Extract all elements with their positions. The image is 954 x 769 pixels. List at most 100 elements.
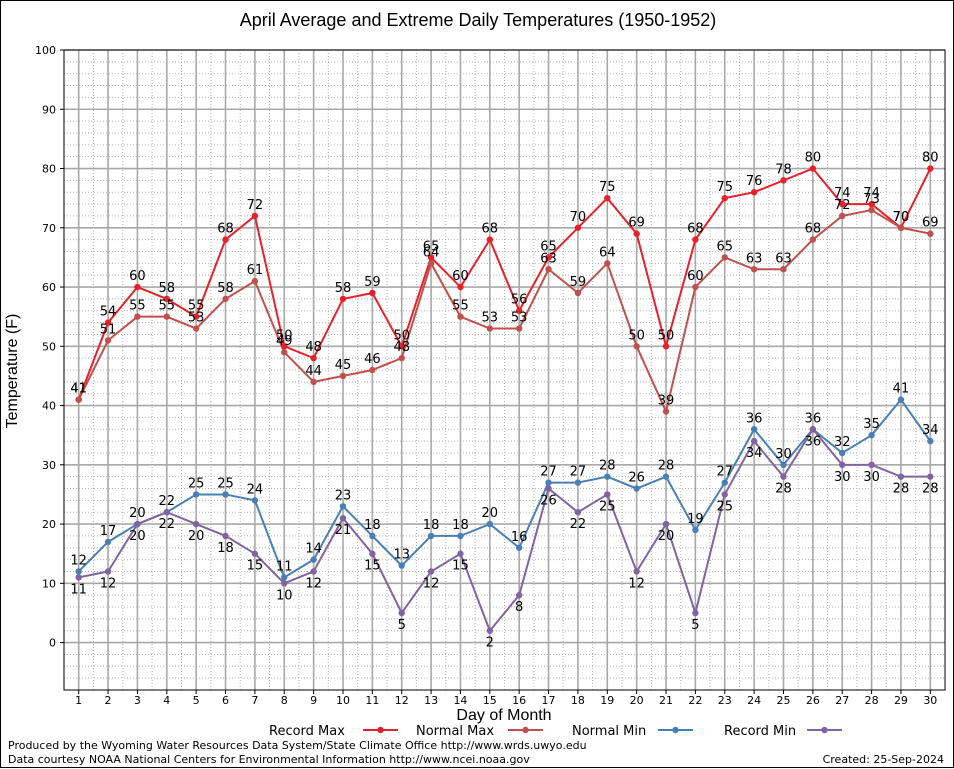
data-point bbox=[897, 396, 905, 403]
y-tick-label: 60 bbox=[42, 281, 56, 294]
created-date: Created: 25-Sep-2024 bbox=[822, 753, 944, 766]
series-line bbox=[77, 208, 931, 415]
data-point bbox=[780, 177, 787, 184]
data-label: 68 bbox=[217, 222, 234, 237]
legend-marker bbox=[377, 726, 384, 734]
x-tick-label: 24 bbox=[747, 694, 761, 707]
data-label: 2 bbox=[486, 636, 494, 651]
data-point bbox=[369, 532, 376, 540]
data-label: 50 bbox=[393, 328, 410, 343]
data-label: 14 bbox=[305, 542, 322, 557]
data-point bbox=[486, 236, 494, 243]
data-label: 53 bbox=[188, 311, 205, 326]
data-point bbox=[809, 236, 817, 243]
data-point bbox=[839, 212, 846, 220]
data-point bbox=[780, 461, 787, 469]
data-point bbox=[515, 591, 523, 599]
data-point bbox=[780, 266, 787, 273]
data-label: 28 bbox=[599, 459, 616, 474]
data-point bbox=[398, 343, 405, 350]
data-label: 20 bbox=[482, 506, 499, 521]
data-label: 24 bbox=[247, 482, 264, 497]
data-label: 26 bbox=[628, 471, 645, 486]
chart-title: April Average and Extreme Daily Temperat… bbox=[239, 10, 717, 30]
y-tick-label: 80 bbox=[42, 163, 56, 176]
data-label: 36 bbox=[805, 434, 822, 449]
data-label: 55 bbox=[129, 299, 146, 314]
data-label: 56 bbox=[511, 293, 528, 308]
data-label: 58 bbox=[159, 281, 176, 296]
data-label: 45 bbox=[335, 358, 352, 373]
data-label: 70 bbox=[570, 210, 587, 225]
data-label: 51 bbox=[100, 322, 117, 337]
data-label: 12 bbox=[70, 553, 87, 568]
x-tick-label: 9 bbox=[310, 694, 317, 707]
x-tick-label: 1 bbox=[75, 694, 82, 707]
data-label: 39 bbox=[658, 393, 675, 408]
data-label: 11 bbox=[276, 559, 293, 574]
data-label: 27 bbox=[570, 465, 587, 480]
data-point bbox=[545, 266, 552, 273]
data-point bbox=[868, 431, 875, 439]
data-point bbox=[574, 224, 582, 231]
data-point bbox=[427, 254, 435, 261]
data-point bbox=[310, 568, 317, 575]
data-point bbox=[545, 479, 552, 486]
data-label: 28 bbox=[775, 482, 792, 497]
data-point bbox=[427, 260, 435, 267]
data-label: 15 bbox=[364, 559, 381, 574]
data-label: 18 bbox=[364, 518, 381, 533]
data-point bbox=[633, 568, 640, 575]
data-point bbox=[486, 325, 494, 332]
data-point bbox=[104, 538, 112, 546]
data-label: 25 bbox=[599, 499, 616, 514]
data-point bbox=[927, 473, 934, 480]
x-tick-label: 16 bbox=[512, 694, 526, 707]
x-tick-label: 7 bbox=[251, 694, 258, 707]
data-label: 22 bbox=[570, 517, 587, 532]
x-tick-label: 14 bbox=[453, 694, 467, 707]
data-point bbox=[750, 426, 758, 433]
data-label: 59 bbox=[570, 275, 587, 290]
data-point bbox=[604, 194, 611, 202]
data-label: 27 bbox=[716, 465, 733, 480]
y-tick-label: 20 bbox=[42, 518, 56, 531]
data-point bbox=[281, 580, 288, 587]
y-tick-label: 30 bbox=[42, 459, 56, 472]
data-point bbox=[868, 200, 875, 208]
legend-marker bbox=[522, 726, 529, 734]
data-label: 41 bbox=[893, 382, 910, 397]
x-tick-label: 4 bbox=[163, 694, 170, 707]
data-point bbox=[134, 313, 141, 320]
data-point bbox=[515, 544, 523, 551]
data-point bbox=[692, 283, 699, 291]
data-label: 28 bbox=[893, 482, 910, 497]
data-label: 41 bbox=[70, 382, 87, 397]
data-label: 27 bbox=[540, 465, 557, 480]
data-label: 72 bbox=[247, 198, 264, 213]
data-label: 46 bbox=[364, 352, 381, 367]
data-point bbox=[222, 532, 229, 540]
data-label: 58 bbox=[335, 281, 352, 296]
legend-label: Normal Max bbox=[416, 724, 494, 739]
data-label: 25 bbox=[716, 499, 733, 514]
data-label: 49 bbox=[276, 334, 293, 349]
data-point bbox=[339, 372, 347, 380]
x-tick-label: 13 bbox=[424, 694, 438, 707]
data-point bbox=[809, 165, 817, 172]
data-point bbox=[398, 609, 405, 617]
x-tick-label: 30 bbox=[923, 694, 937, 707]
data-point bbox=[927, 165, 934, 172]
data-point bbox=[339, 503, 347, 510]
data-label: 53 bbox=[482, 311, 499, 326]
data-point bbox=[369, 366, 376, 374]
data-label: 68 bbox=[687, 222, 704, 237]
x-tick-label: 17 bbox=[542, 694, 556, 707]
data-point bbox=[692, 609, 699, 617]
data-label: 18 bbox=[452, 518, 469, 533]
data-point bbox=[927, 230, 934, 237]
data-point bbox=[457, 283, 464, 291]
data-label: 22 bbox=[159, 517, 176, 532]
data-label: 65 bbox=[540, 239, 557, 254]
x-tick-label: 22 bbox=[688, 694, 702, 707]
